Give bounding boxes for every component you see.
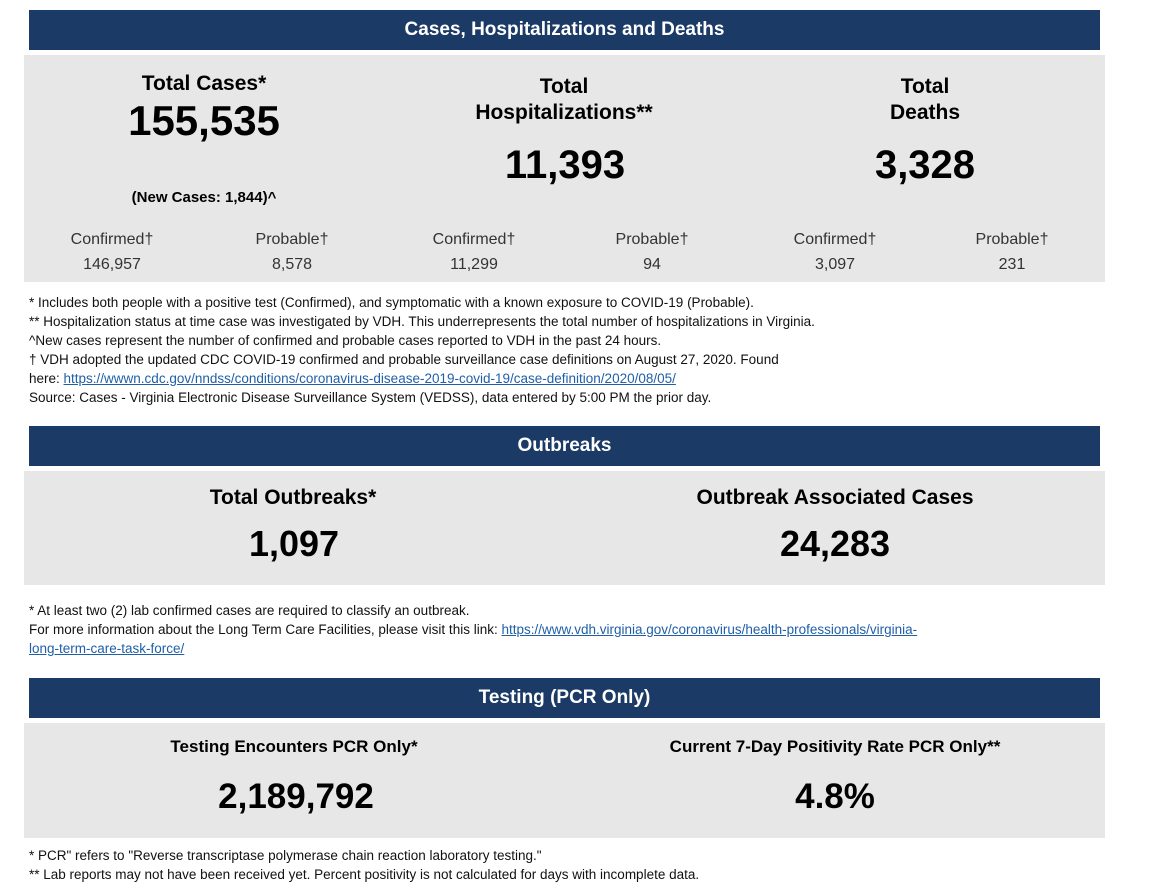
- note: ^New cases represent the number of confi…: [29, 333, 662, 348]
- deaths-value: 3,328: [874, 143, 976, 187]
- outbreak-cases-label: Outbreak Associated Cases: [696, 486, 974, 509]
- hosp-probable-label: Probable†: [615, 231, 689, 248]
- total-outbreaks-value: 1,097: [248, 523, 340, 564]
- total-cases-value: 155,535: [128, 97, 280, 144]
- cases-confirmed-value: 146,957: [83, 256, 141, 273]
- hosp-confirmed-label: Confirmed†: [432, 231, 516, 248]
- cases-panel: Total Cases* 155,535 (New Cases: 1,844)^…: [24, 55, 1105, 282]
- outbreak-notes: * At least two (2) lab confirmed cases a…: [29, 601, 917, 658]
- positivity-rate-value: 4.8%: [795, 777, 875, 816]
- testing-notes: * PCR" refers to "Reverse transcriptase …: [29, 846, 699, 884]
- cases-header-text: Cases, Hospitalizations and Deaths: [404, 19, 725, 40]
- new-cases: (New Cases: 1,844)^: [131, 189, 277, 206]
- deaths-probable-label: Probable†: [975, 231, 1049, 248]
- hospitalizations-label-2: Hospitalizations**: [475, 101, 653, 124]
- note: * PCR" refers to "Reverse transcriptase …: [29, 848, 542, 863]
- outbreaks-panel: Total Outbreaks* 1,097 Outbreak Associat…: [24, 471, 1105, 585]
- positivity-rate-label: Current 7-Day Positivity Rate PCR Only**: [669, 737, 1001, 756]
- note: ** Hospitalization status at time case w…: [29, 314, 815, 329]
- source-note: Source: Cases - Virginia Electronic Dise…: [29, 390, 712, 405]
- total-cases-label: Total Cases*: [141, 72, 267, 95]
- outbreak-cases-value: 24,283: [779, 523, 891, 564]
- cdc-case-definition-link[interactable]: https://wwwn.cdc.gov/nndss/conditions/co…: [63, 371, 676, 386]
- deaths-label-1: Total: [900, 75, 950, 98]
- note: ** Lab reports may not have been receive…: [29, 867, 700, 882]
- deaths-confirmed-label: Confirmed†: [793, 231, 877, 248]
- note: * Includes both people with a positive t…: [29, 295, 754, 310]
- testing-header-text: Testing (PCR Only): [478, 687, 651, 708]
- note: * At least two (2) lab confirmed cases a…: [29, 603, 470, 618]
- cases-notes: * Includes both people with a positive t…: [29, 293, 815, 407]
- total-outbreaks-label: Total Outbreaks*: [209, 486, 377, 509]
- ltc-note: For more information about the Long Term…: [29, 622, 502, 637]
- testing-panel: Testing Encounters PCR Only* 2,189,792 C…: [24, 723, 1105, 838]
- hospitalizations-label-1: Total: [539, 75, 589, 98]
- testing-encounters-label: Testing Encounters PCR Only*: [170, 737, 418, 756]
- link-prefix: here:: [29, 371, 64, 386]
- deaths-probable-value: 231: [998, 256, 1026, 273]
- outbreaks-section-header: Outbreaks: [29, 426, 1100, 466]
- cases-confirmed-label: Confirmed†: [70, 231, 154, 248]
- testing-encounters-value: 2,189,792: [218, 777, 374, 816]
- cases-section-header: Cases, Hospitalizations and Deaths: [29, 10, 1100, 50]
- hospitalizations-value: 11,393: [504, 143, 626, 187]
- testing-section-header: Testing (PCR Only): [29, 678, 1100, 718]
- ltc-link-continued[interactable]: long-term-care-task-force/: [29, 641, 185, 656]
- cases-probable-label: Probable†: [255, 231, 329, 248]
- deaths-label-2: Deaths: [889, 101, 961, 124]
- ltc-link[interactable]: https://www.vdh.virginia.gov/coronavirus…: [501, 622, 918, 637]
- hosp-probable-value: 94: [643, 256, 661, 273]
- outbreaks-header-text: Outbreaks: [517, 435, 612, 456]
- deaths-confirmed-value: 3,097: [814, 256, 856, 273]
- cases-probable-value: 8,578: [271, 256, 313, 273]
- hosp-confirmed-value: 11,299: [450, 256, 498, 273]
- note: † VDH adopted the updated CDC COVID-19 c…: [29, 352, 779, 367]
